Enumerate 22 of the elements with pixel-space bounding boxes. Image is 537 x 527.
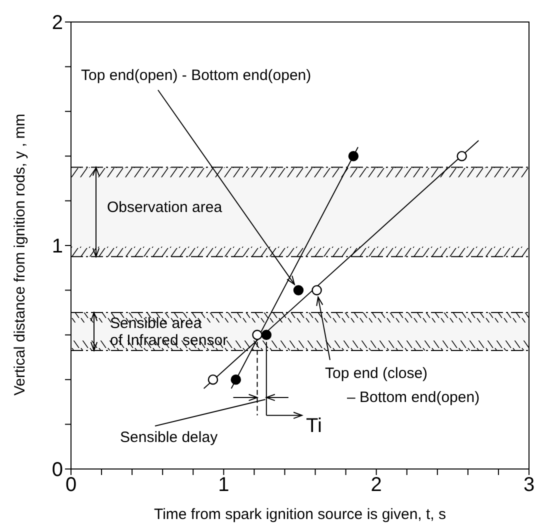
y-tick-label: 2: [52, 12, 63, 34]
point: [261, 330, 272, 340]
point: [252, 330, 262, 340]
point: [208, 374, 218, 385]
point: [293, 285, 304, 296]
x-tick-label: 3: [523, 474, 535, 496]
annotation: Top end (close) – Bottom end(open): [325, 365, 480, 406]
annotation: Top end(open) - Bottom end(open): [81, 67, 312, 84]
band-label: Sensible area of Infrared sensor: [110, 315, 228, 349]
annotation: Sensible delay: [120, 429, 218, 446]
band-label: Observation area: [107, 199, 223, 216]
point: [312, 285, 322, 296]
point: [348, 150, 359, 162]
y-tick-label: 0: [52, 459, 63, 482]
y-tick-label: 1: [52, 236, 63, 258]
annotation: Ti: [306, 415, 322, 437]
point: [230, 374, 241, 385]
x-axis-title: Time from spark ignition source is given, t, s: [154, 506, 446, 523]
x-tick-label: 1: [218, 474, 230, 496]
y-axis-title: Vertical distance from ignition rods, y , mm: [11, 114, 28, 396]
point: [456, 150, 467, 162]
x-tick-label: 2: [370, 474, 382, 496]
